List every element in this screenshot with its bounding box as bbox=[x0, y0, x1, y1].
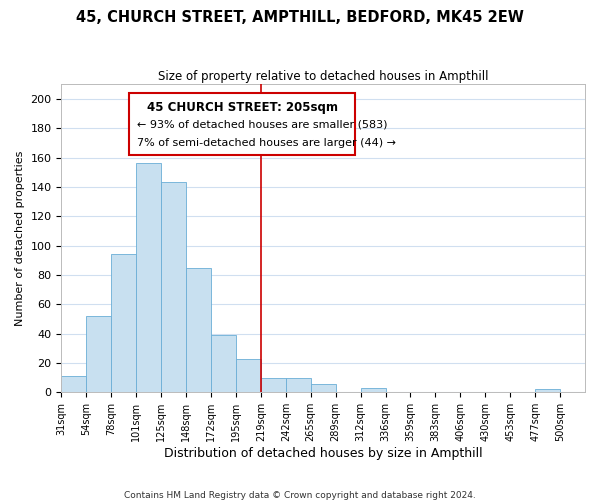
X-axis label: Distribution of detached houses by size in Ampthill: Distribution of detached houses by size … bbox=[164, 447, 482, 460]
Bar bbox=[535, 390, 560, 392]
Title: Size of property relative to detached houses in Ampthill: Size of property relative to detached ho… bbox=[158, 70, 488, 83]
Bar bbox=[86, 316, 111, 392]
Bar bbox=[236, 358, 261, 392]
Bar bbox=[211, 335, 236, 392]
Text: ← 93% of detached houses are smaller (583): ← 93% of detached houses are smaller (58… bbox=[137, 120, 388, 130]
Y-axis label: Number of detached properties: Number of detached properties bbox=[15, 150, 25, 326]
Bar bbox=[61, 376, 86, 392]
Text: 7% of semi-detached houses are larger (44) →: 7% of semi-detached houses are larger (4… bbox=[137, 138, 397, 148]
Bar bbox=[111, 254, 136, 392]
Text: 45 CHURCH STREET: 205sqm: 45 CHURCH STREET: 205sqm bbox=[146, 101, 338, 114]
Bar bbox=[136, 164, 161, 392]
Bar bbox=[261, 378, 286, 392]
Bar bbox=[186, 268, 211, 392]
FancyBboxPatch shape bbox=[130, 94, 355, 155]
Text: 45, CHURCH STREET, AMPTHILL, BEDFORD, MK45 2EW: 45, CHURCH STREET, AMPTHILL, BEDFORD, MK… bbox=[76, 10, 524, 25]
Bar bbox=[161, 182, 186, 392]
Bar bbox=[286, 378, 311, 392]
Bar bbox=[361, 388, 386, 392]
Bar bbox=[311, 384, 335, 392]
Text: Contains HM Land Registry data © Crown copyright and database right 2024.: Contains HM Land Registry data © Crown c… bbox=[124, 490, 476, 500]
